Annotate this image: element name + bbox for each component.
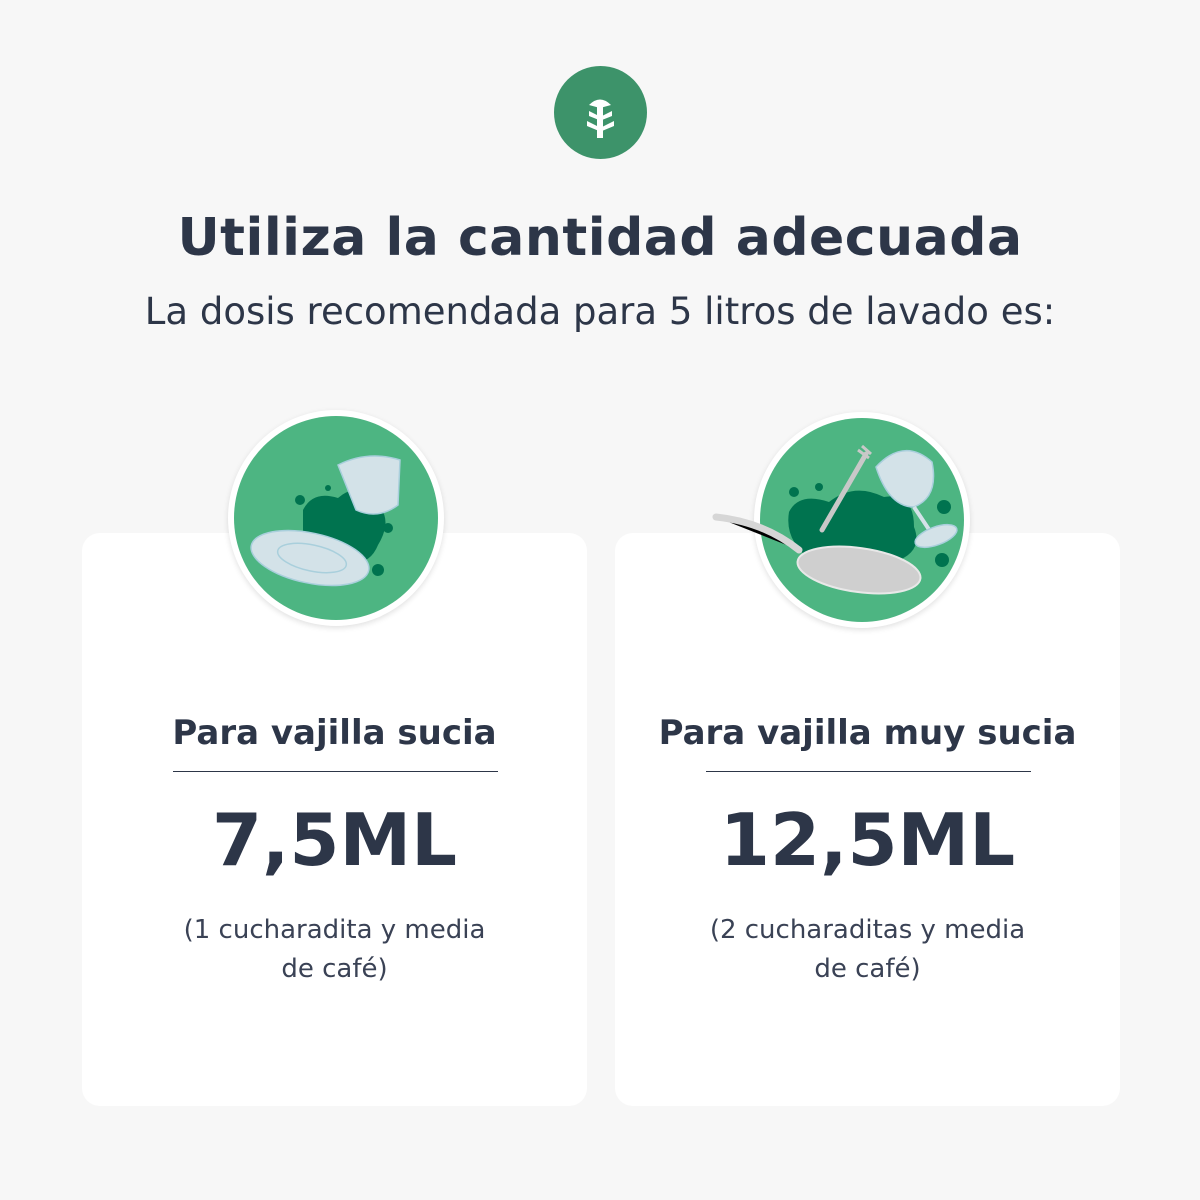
- card-title: Para vajilla muy sucia: [658, 713, 1077, 753]
- desc-line: (1 cucharadita y media: [183, 915, 486, 945]
- desc-line: (2 cucharaditas y media: [709, 915, 1026, 945]
- desc-line: de café): [281, 954, 388, 984]
- dosage-card-very-dirty: Para vajilla muy sucia 12,5ML (2 cuchara…: [615, 533, 1120, 1106]
- tree-icon: [587, 99, 614, 138]
- dosage-description: (2 cucharaditas y media de café): [705, 911, 1030, 989]
- divider: [706, 771, 1031, 772]
- divider: [173, 771, 498, 772]
- pan-fork-wineglass-icon: [712, 412, 970, 628]
- dosage-value: 12,5ML: [719, 798, 1016, 882]
- page-subtitle: La dosis recomendada para 5 litros de la…: [144, 290, 1056, 333]
- card-title: Para vajilla sucia: [172, 713, 497, 753]
- desc-line: de café): [814, 954, 921, 984]
- dosage-card-dirty: Para vajilla sucia 7,5ML (1 cucharadita …: [82, 533, 587, 1106]
- brand-logo: [554, 66, 647, 159]
- plate-and-glass-icon: [228, 410, 444, 626]
- page-title: Utiliza la cantidad adecuada: [177, 208, 1023, 268]
- dosage-description: (1 cucharadita y media de café): [172, 911, 497, 989]
- dosage-value: 7,5ML: [211, 798, 458, 882]
